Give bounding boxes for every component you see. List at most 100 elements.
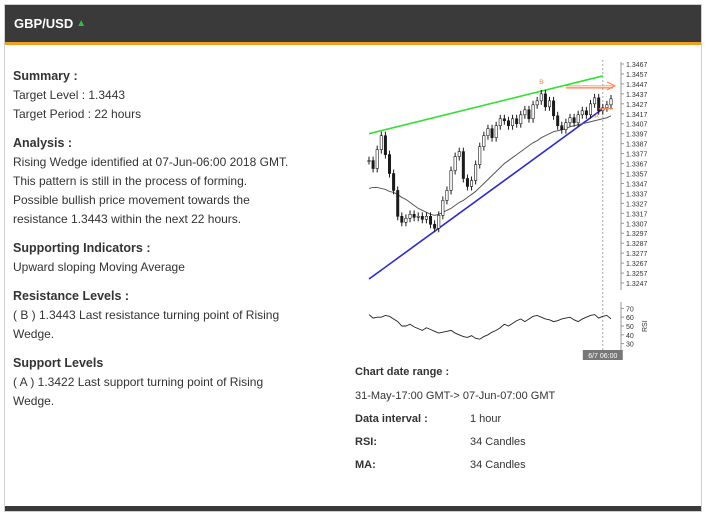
price-candle-body xyxy=(580,110,584,116)
price-tick-label: 1.3307 xyxy=(626,221,648,228)
price-candle-body xyxy=(367,160,371,162)
support-section: Support Levels ( A ) 1.3422 Last support… xyxy=(13,354,293,411)
price-tick-label: 1.3347 xyxy=(626,181,648,188)
price-candle-body xyxy=(531,104,535,120)
price-tick-label: 1.3427 xyxy=(626,102,648,109)
price-candle-body xyxy=(523,109,527,116)
price-candle-body xyxy=(383,135,387,155)
analysis-heading: Analysis : xyxy=(13,136,73,150)
price-candle-body xyxy=(420,216,424,220)
rsi-tick-label: 70 xyxy=(626,306,634,313)
analysis-text: Summary : Target Level : 1.3443 Target P… xyxy=(13,67,293,421)
date-range-label-row: Chart date range : xyxy=(355,366,655,378)
price-tick-label: 1.3317 xyxy=(626,211,648,218)
interval-label: Data interval : xyxy=(355,413,428,425)
price-candle-body xyxy=(539,93,543,102)
target-level: Target Level : 1.3443 xyxy=(13,88,126,102)
target-arrow-icon xyxy=(606,81,617,91)
price-candle-body xyxy=(568,117,572,124)
point-a-label: A xyxy=(595,114,599,120)
price-candle-body xyxy=(478,146,482,165)
price-candle-body xyxy=(416,216,420,218)
date-range-value: 31-May-17:00 GMT-> 07-Jun-07:00 GMT xyxy=(355,390,556,402)
price-tick-label: 1.3257 xyxy=(626,271,648,278)
instrument-title[interactable]: GBP/USD ▲ xyxy=(14,16,86,31)
moving-average-line xyxy=(368,115,612,216)
resistance-body: ( B ) 1.3443 Last resistance turning poi… xyxy=(13,308,280,341)
price-candle-body xyxy=(465,178,469,187)
panel-footer xyxy=(5,506,701,511)
time-label: 6/7 06:00 xyxy=(588,353,617,360)
price-candle-body xyxy=(453,156,457,171)
price-tick-label: 1.3437 xyxy=(626,92,648,99)
date-range-label: Chart date range : xyxy=(355,366,450,378)
price-chart[interactable]: 1.3467 1.3457 1.3447 1.3437 1.3427 1.3417 1.34… xyxy=(355,56,655,361)
resistance-heading: Resistance Levels : xyxy=(13,289,130,303)
price-tick-label: 1.3247 xyxy=(626,281,648,288)
analysis-section: Analysis : Rising Wedge identified at 07… xyxy=(13,134,293,229)
price-tick-label: 1.3327 xyxy=(626,201,648,208)
support-trendline xyxy=(368,108,604,280)
instrument-name: GBP/USD xyxy=(14,16,74,31)
ma-value: 34 Candles xyxy=(470,459,526,471)
price-tick-label: 1.3457 xyxy=(626,72,648,79)
summary-section: Summary : Target Level : 1.3443 Target P… xyxy=(13,67,293,124)
price-candle-body xyxy=(486,128,490,136)
price-candle-body xyxy=(556,115,560,127)
price-tick-label: 1.3267 xyxy=(626,261,648,268)
price-candle-body xyxy=(527,109,531,120)
price-candle-body xyxy=(412,214,416,218)
price-tick-label: 1.3407 xyxy=(626,122,648,129)
price-candle-body xyxy=(560,125,564,131)
support-heading: Support Levels xyxy=(13,356,104,370)
rsi-axis-label: RSI xyxy=(642,320,649,332)
indicators-section: Supporting Indicators : Upward sloping M… xyxy=(13,239,293,277)
price-candle-body xyxy=(605,104,609,109)
price-tick-label: 1.3417 xyxy=(626,112,648,119)
price-candle-body xyxy=(433,223,437,229)
analysis-body: Rising Wedge identified at 07-Jun-06:00 … xyxy=(13,155,289,226)
date-range-row: 31-May-17:00 GMT-> 07-Jun-07:00 GMT xyxy=(355,390,655,402)
price-tick-label: 1.3397 xyxy=(626,132,648,139)
price-candle-body xyxy=(429,216,433,225)
price-candle-body xyxy=(584,110,588,116)
price-tick-label: 1.3447 xyxy=(626,82,648,89)
price-candle-body xyxy=(593,97,597,105)
price-candle-body xyxy=(474,164,478,181)
price-candle-body xyxy=(519,114,523,125)
resistance-trendline xyxy=(368,75,603,135)
price-candle-body xyxy=(371,160,375,169)
price-tick-label: 1.3377 xyxy=(626,152,648,159)
summary-heading: Summary : xyxy=(13,69,78,83)
price-candle-body xyxy=(515,118,519,125)
price-tick-label: 1.3357 xyxy=(626,172,648,179)
price-tick-label: 1.3337 xyxy=(626,191,648,198)
price-candle-body xyxy=(449,170,453,191)
price-candle-body xyxy=(511,118,515,127)
price-candle-body xyxy=(609,98,613,106)
trend-up-icon: ▲ xyxy=(76,18,87,29)
price-candle-body xyxy=(502,118,506,122)
price-candle-body xyxy=(535,100,539,106)
support-body: ( A ) 1.3422 Last support turning point … xyxy=(13,375,264,408)
price-tick-label: 1.3277 xyxy=(626,251,648,258)
price-candle-body xyxy=(408,214,412,219)
price-candle-body xyxy=(506,120,510,127)
price-candle-body xyxy=(404,218,408,223)
price-candle-body xyxy=(424,216,428,220)
ma-row: MA: 34 Candles xyxy=(355,459,655,471)
rsi-value: 34 Candles xyxy=(470,436,526,448)
price-candle-body xyxy=(576,114,580,124)
price-candle-body xyxy=(388,154,392,174)
price-candle-body xyxy=(457,151,461,157)
interval-value: 1 hour xyxy=(470,413,502,425)
price-tick-label: 1.3367 xyxy=(626,162,648,169)
price-candle-body xyxy=(400,216,404,223)
rsi-row: RSI: 34 Candles xyxy=(355,436,655,448)
price-tick-label: 1.3467 xyxy=(626,62,648,69)
analysis-panel: GBP/USD ▲ Summary : Target Level : 1.3443… xyxy=(4,4,702,512)
rsi-tick-label: 50 xyxy=(626,324,634,331)
price-tick-label: 1.3387 xyxy=(626,142,648,149)
resistance-section: Resistance Levels : ( B ) 1.3443 Last re… xyxy=(13,287,293,344)
price-candle-body xyxy=(564,122,568,131)
